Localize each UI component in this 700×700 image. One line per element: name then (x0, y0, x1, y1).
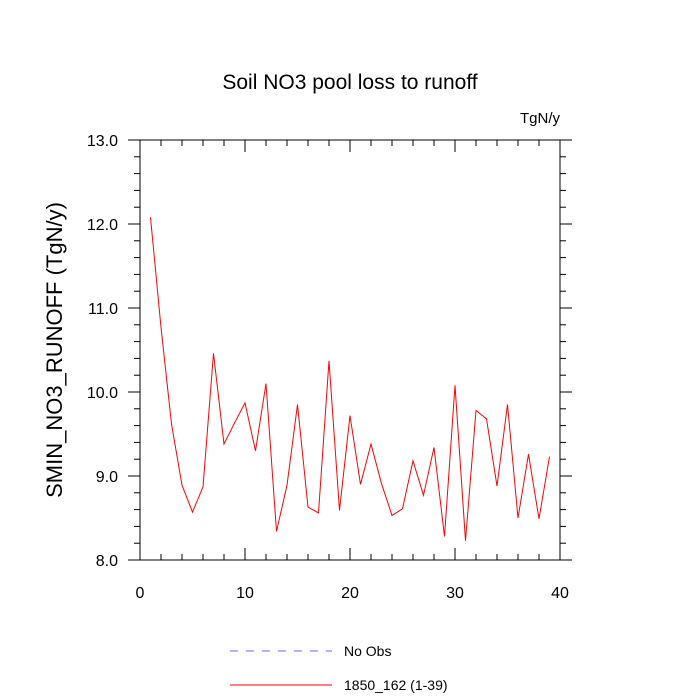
plot-layer (150, 217, 550, 541)
y-tick-label: 13.0 (87, 133, 118, 150)
chart-title: Soil NO3 pool loss to runoff (222, 71, 477, 94)
plot-frame (139, 139, 561, 561)
y-axis-label: SMIN_NO3_RUNOFF (TgN/y) (42, 202, 67, 498)
y-tick-label: 9.0 (96, 469, 118, 486)
x-tick-label: 0 (136, 585, 145, 602)
y-tick-label: 10.0 (87, 385, 118, 402)
x-tick-label: 20 (341, 585, 359, 602)
legend: No Obs 1850_162 (1-39) (230, 643, 448, 693)
legend-label: No Obs (344, 643, 391, 659)
x-tick-label: 40 (551, 585, 569, 602)
x-tick-label: 10 (236, 585, 254, 602)
legend-label: 1850_162 (1-39) (344, 677, 448, 693)
x-tick-label: 30 (446, 585, 464, 602)
y-tick-label: 8.0 (96, 553, 118, 570)
y-tick-label: 11.0 (88, 301, 118, 318)
series-line-1 (150, 217, 550, 541)
axes-layer: 0 10 20 30 40 8.0 9.0 10.0 11.0 12.0 13.0 (87, 133, 572, 602)
y-tick-label: 12.0 (87, 217, 118, 234)
units-label: TgN/y (520, 110, 561, 127)
